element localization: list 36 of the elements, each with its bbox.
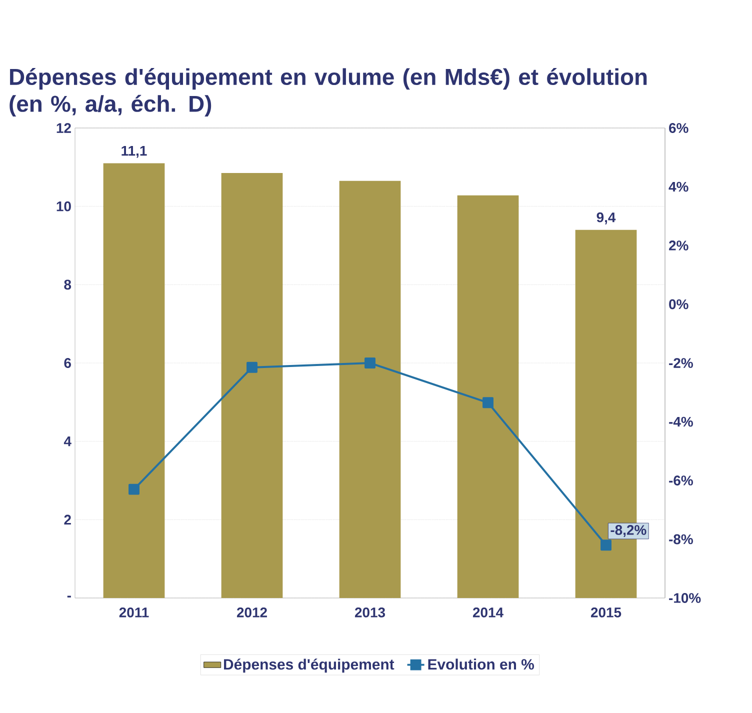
y-tick-label: 10 [56,201,71,212]
y2-tick-label: -8% [669,534,693,544]
x-tick-label: 2012 [236,607,267,618]
bar [103,163,165,598]
y-tick-label: 4 [64,436,72,446]
bar [221,173,283,598]
x-tick-label: 2013 [354,607,385,618]
legend-label: Dépenses d'équipement [224,658,394,673]
y-tick-label: 8 [64,280,72,290]
y-tick-label: 6 [64,358,71,368]
point [600,540,612,551]
y2-tick-label: 4% [668,182,688,192]
y2-tick-label: -4% [669,416,693,427]
chart-title: Dépenses d'équipement en volume (en Mds€) et évolution (en %, a/a, éch. D) [10,68,647,116]
bar [339,180,401,598]
point [128,484,140,495]
y2-tick-label: -6% [669,476,693,486]
point [246,362,258,373]
bar [457,195,519,598]
data-label: 9,4 [596,212,616,224]
y-tick-label: - [67,596,71,598]
y2-tick-label: 6% [669,123,688,133]
y-tick-label: 12 [56,123,71,133]
x-tick-label: 2014 [472,607,504,618]
x-tick-label: 2015 [590,607,622,618]
data-label: -8,2% [610,525,646,537]
x-tick-label: 2011 [119,607,149,618]
legend-label: Evolution en % [428,658,534,670]
y2-tick-label: 2% [669,240,688,250]
y-tick-label: 2 [64,514,71,525]
point [482,397,494,408]
data-label: 11,1 [122,146,147,158]
y2-tick-label: 0% [669,299,688,310]
y2-tick-label: -2% [669,358,693,368]
y2-tick-label: -10% [669,593,701,603]
point [364,358,376,368]
